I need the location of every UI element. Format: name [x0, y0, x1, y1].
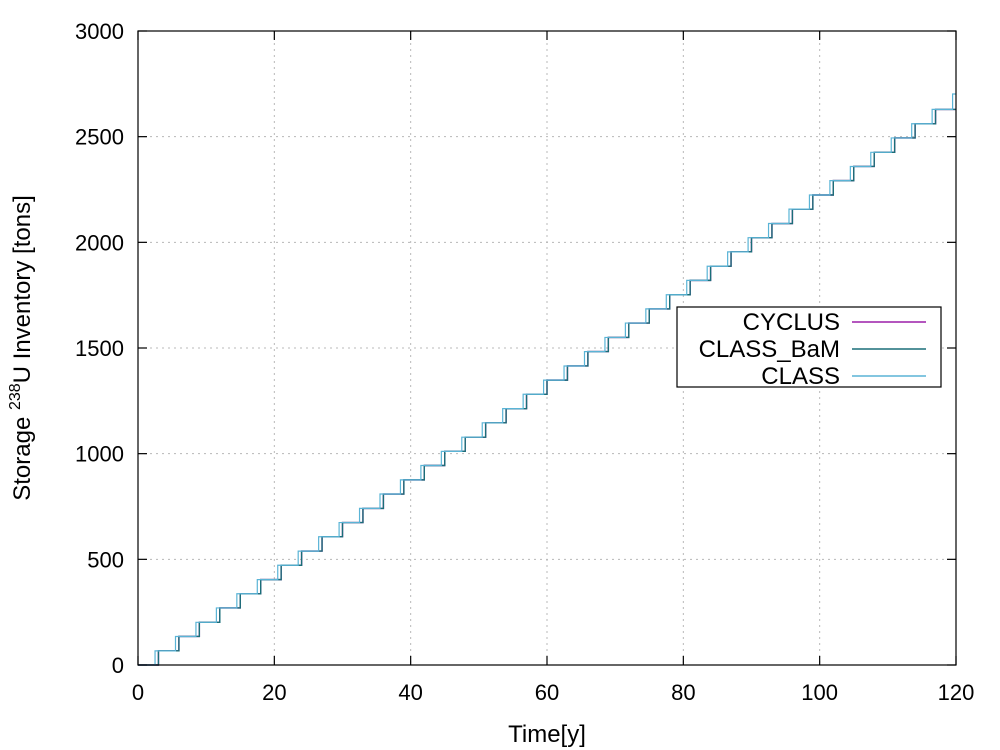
- y-tick-label: 3000: [75, 19, 124, 44]
- x-tick-label: 20: [262, 680, 286, 705]
- x-tick-label: 100: [801, 680, 838, 705]
- y-axis-title-suffix: U Inventory [tons]: [9, 195, 36, 383]
- x-tick-label: 120: [938, 680, 975, 705]
- y-tick-label: 1000: [75, 442, 124, 467]
- axis-ticks: [137, 30, 957, 666]
- x-tick-label: 40: [398, 680, 422, 705]
- y-tick-labels: 0 500 1000 1500 2000 2500 3000: [75, 19, 124, 678]
- y-axis-title-superscript: 238: [7, 383, 24, 410]
- y-axis-title-prefix: Storage: [9, 410, 36, 501]
- series-line-class: [138, 93, 956, 666]
- x-tick-label: 80: [671, 680, 695, 705]
- legend-label-cyclus: CYCLUS: [743, 309, 840, 336]
- y-tick-label: 1500: [75, 336, 124, 361]
- y-tick-label: 2500: [75, 125, 124, 150]
- y-tick-label: 0: [112, 653, 124, 678]
- legend-label-class: CLASS: [761, 363, 840, 390]
- y-tick-label: 500: [87, 547, 124, 572]
- x-axis-title: Time[y]: [508, 721, 586, 748]
- grid: [138, 31, 956, 665]
- legend-label-class-bam: CLASS_BaM: [699, 336, 840, 363]
- y-tick-label: 2000: [75, 230, 124, 255]
- x-tick-label: 60: [535, 680, 559, 705]
- series-line-class-bam: [138, 108, 956, 666]
- y-axis-title: Storage 238U Inventory [tons]: [7, 195, 36, 501]
- legend-box: [676, 306, 942, 388]
- series-lines: [138, 93, 956, 666]
- x-tick-label: 0: [132, 680, 144, 705]
- x-tick-labels: 0 20 40 60 80 100 120: [132, 680, 974, 705]
